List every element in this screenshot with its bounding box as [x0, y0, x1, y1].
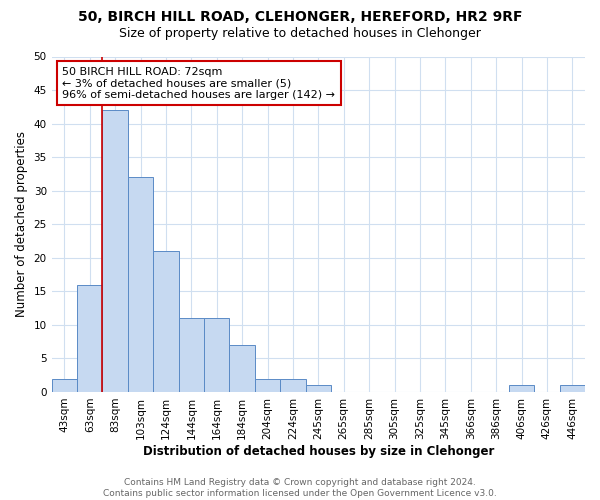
Bar [305, 385, 331, 392]
Bar [103, 110, 128, 392]
Text: Size of property relative to detached houses in Clehonger: Size of property relative to detached ho… [119, 28, 481, 40]
Bar [560, 385, 585, 392]
Bar [280, 378, 305, 392]
Bar [204, 318, 229, 392]
Text: 50, BIRCH HILL ROAD, CLEHONGER, HEREFORD, HR2 9RF: 50, BIRCH HILL ROAD, CLEHONGER, HEREFORD… [78, 10, 522, 24]
Y-axis label: Number of detached properties: Number of detached properties [15, 131, 28, 317]
Bar [255, 378, 280, 392]
Text: Contains HM Land Registry data © Crown copyright and database right 2024.
Contai: Contains HM Land Registry data © Crown c… [103, 478, 497, 498]
Bar [179, 318, 204, 392]
Bar [52, 378, 77, 392]
Bar [153, 251, 179, 392]
Text: 50 BIRCH HILL ROAD: 72sqm
← 3% of detached houses are smaller (5)
96% of semi-de: 50 BIRCH HILL ROAD: 72sqm ← 3% of detach… [62, 66, 335, 100]
Bar [509, 385, 534, 392]
Bar [229, 345, 255, 392]
Bar [77, 284, 103, 392]
Bar [128, 178, 153, 392]
X-axis label: Distribution of detached houses by size in Clehonger: Distribution of detached houses by size … [143, 444, 494, 458]
